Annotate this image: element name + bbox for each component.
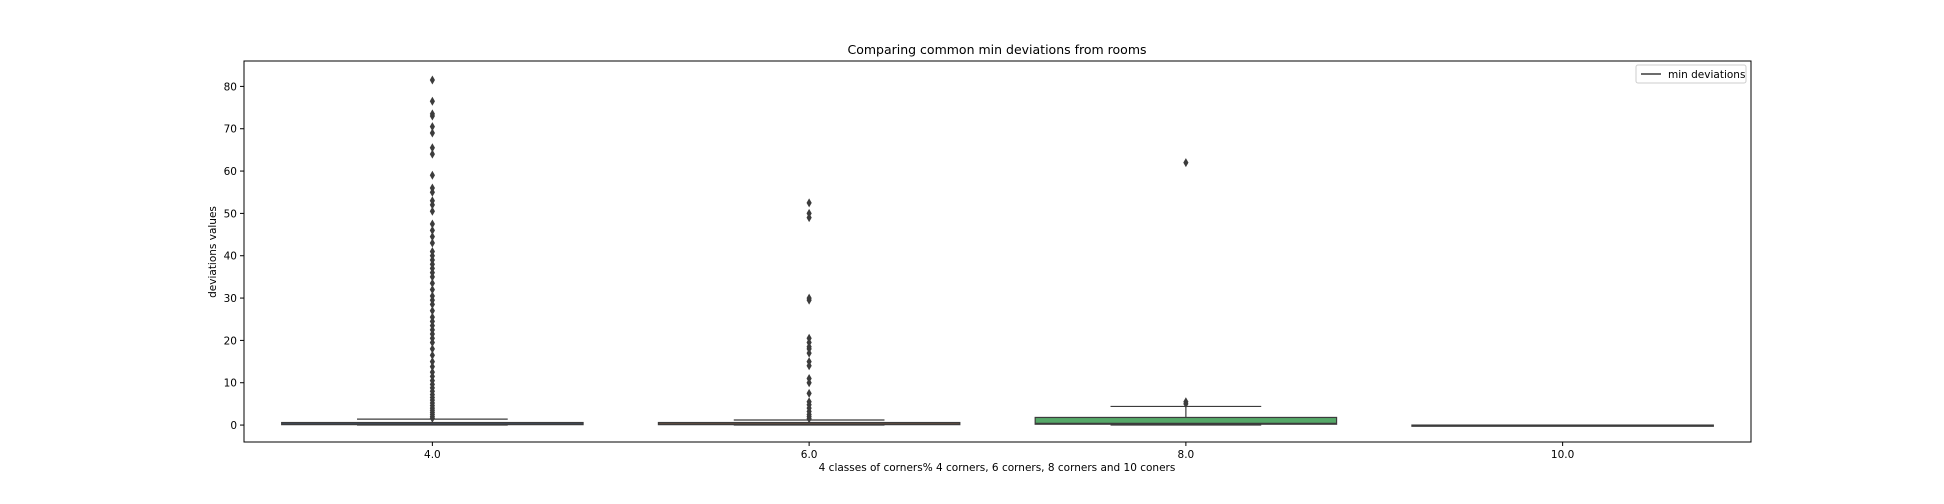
outlier-point (429, 285, 435, 295)
chart-title: Comparing common min deviations from roo… (847, 42, 1146, 57)
legend-frame (1635, 64, 1747, 84)
outlier-point (429, 170, 435, 180)
y-tick-label: 80 (224, 81, 237, 93)
x-tick-label: 6.0 (801, 449, 818, 461)
outlier-point (1183, 158, 1189, 168)
outlier-point (429, 149, 435, 159)
plot-area (243, 60, 1752, 443)
x-axis: 4.0 6.0 8.0 10.0 (424, 442, 1574, 461)
outlier-point (429, 122, 435, 132)
outlier-point (806, 208, 812, 218)
x-tick-label: 10.0 (1551, 449, 1574, 461)
y-tick-label: 0 (230, 420, 237, 432)
outlier-point (429, 247, 435, 256)
outlier-point (429, 362, 435, 372)
outlier-point (429, 196, 435, 206)
outlier-point (429, 143, 435, 153)
box-series (281, 75, 1714, 427)
outlier-point (429, 96, 435, 106)
outlier-point (806, 357, 812, 367)
outlier-point (429, 183, 435, 193)
y-tick-label: 60 (224, 166, 237, 178)
outlier-point (429, 109, 435, 119)
box-group-8-0 (1034, 158, 1338, 426)
outlier-point (429, 128, 435, 138)
y-axis-label: deviations values (207, 206, 219, 298)
outlier-point (806, 293, 812, 303)
box-group-4-0 (281, 75, 584, 426)
legend: min deviations (1635, 64, 1747, 84)
box-group-6-0 (657, 198, 961, 426)
outlier-point (806, 388, 812, 398)
y-tick-label: 50 (224, 208, 237, 220)
outlier-point (429, 278, 435, 288)
y-tick-label: 20 (224, 335, 237, 347)
outlier-point (429, 291, 435, 301)
outlier-point (806, 397, 812, 407)
outlier-point (429, 306, 435, 316)
outlier-point (806, 198, 812, 208)
outlier-point (429, 344, 435, 354)
y-tick-label: 10 (224, 378, 237, 390)
y-tick-label: 30 (224, 293, 237, 305)
outlier-point (429, 350, 435, 360)
x-axis-label: 4 classes of corners% 4 corners, 6 corne… (819, 462, 1176, 474)
y-tick-label: 70 (224, 124, 237, 136)
box-group-10-0 (1411, 424, 1714, 427)
box-iqr (1034, 416, 1338, 425)
y-axis: 0 10 20 30 40 50 60 70 80 (224, 81, 244, 432)
legend-label: min deviations (1668, 69, 1745, 81)
outlier-point (429, 312, 435, 322)
y-tick-label: 40 (224, 251, 237, 263)
outlier-point (1183, 397, 1189, 407)
outlier-point (429, 367, 435, 377)
outlier-point (429, 75, 435, 85)
x-tick-label: 4.0 (424, 449, 441, 461)
x-tick-label: 8.0 (1178, 449, 1195, 461)
outlier-point (806, 374, 812, 383)
outlier-point (429, 225, 435, 235)
outlier-point (429, 357, 435, 367)
outlier-point (429, 206, 435, 216)
plot-frame (243, 60, 1752, 443)
outlier-point (429, 232, 435, 242)
outlier-point (806, 333, 812, 343)
outlier-point (429, 238, 435, 248)
outlier-point (429, 219, 435, 229)
